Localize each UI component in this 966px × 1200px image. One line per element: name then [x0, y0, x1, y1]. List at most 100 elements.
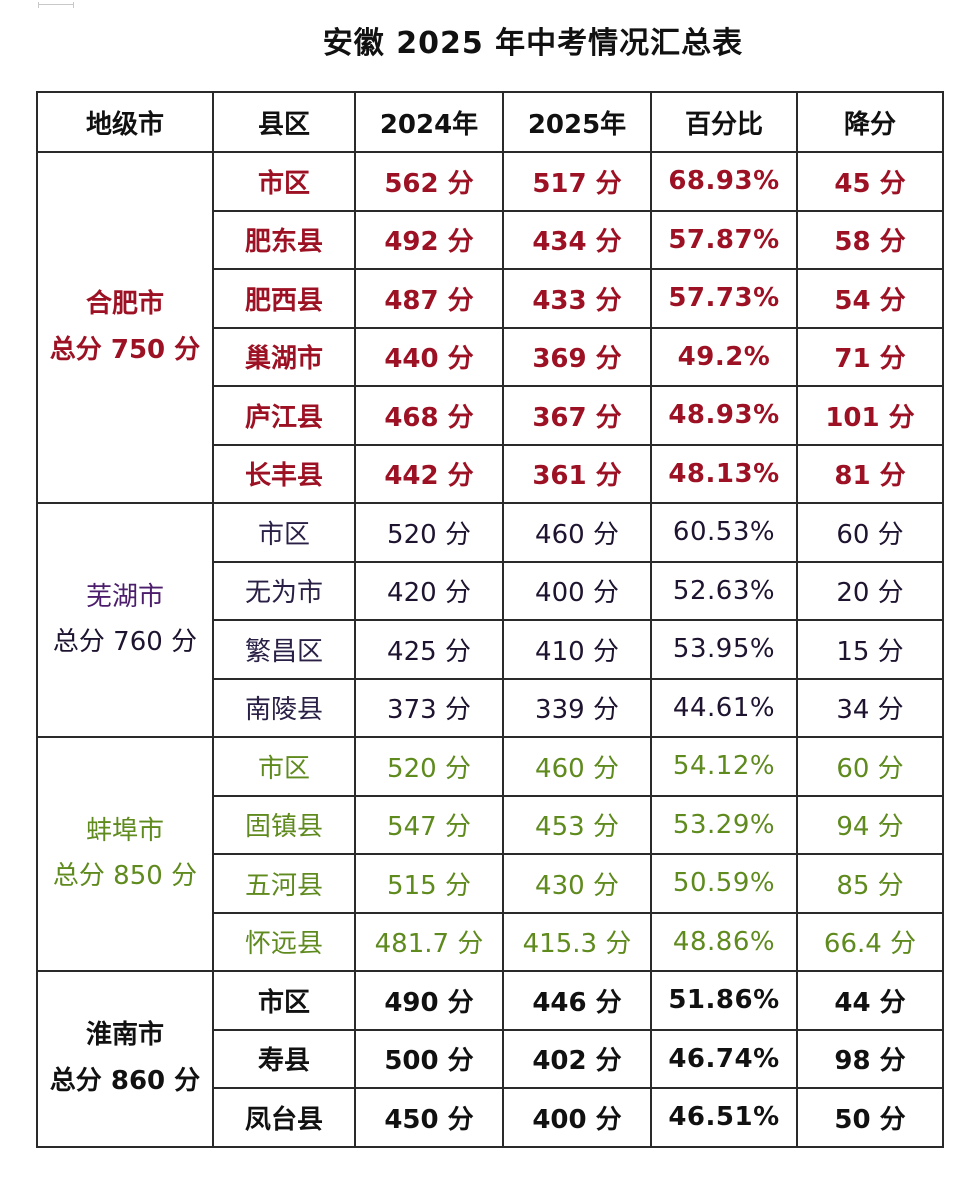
score-2025-cell: 460 分 [502, 502, 652, 563]
percent-cell: 48.13% [650, 443, 798, 504]
county-cell: 市区 [212, 970, 356, 1031]
table-row: 凤台县 450 分 400 分 46.51% 50 分 [37, 1087, 944, 1148]
county-cell: 南陵县 [212, 677, 356, 738]
percent-cell: 57.73% [650, 268, 798, 329]
score-drop-cell: 45 分 [796, 151, 944, 212]
header-city: 地级市 [36, 91, 214, 153]
table-header-row: 地级市 县区 2024年 2025年 百分比 降分 [36, 91, 944, 153]
score-drop-cell: 54 分 [796, 268, 944, 329]
header-2025: 2025年 [502, 91, 652, 153]
table-row: 南陵县 373 分 339 分 44.61% 34 分 [37, 677, 944, 738]
percent-cell: 44.61% [650, 677, 798, 738]
score-2025-cell: 339 分 [502, 677, 652, 738]
city-cell: 淮南市 总分 860 分 [36, 970, 214, 1148]
table-row: 怀远县 481.7 分 415.3 分 48.86% 66.4 分 [37, 911, 944, 972]
score-2025-cell: 446 分 [502, 970, 652, 1031]
percent-cell: 48.86% [650, 911, 798, 972]
percent-cell: 46.74% [650, 1028, 798, 1089]
percent-cell: 51.86% [650, 970, 798, 1031]
score-2024-cell: 562 分 [354, 151, 504, 212]
score-2024-cell: 515 分 [354, 853, 504, 914]
city-total-score: 总分 860 分 [49, 1065, 201, 1096]
header-2024: 2024年 [354, 91, 504, 153]
score-2024-cell: 442 分 [354, 443, 504, 504]
score-2025-cell: 430 分 [502, 853, 652, 914]
table-row: 巢湖市 440 分 369 分 49.2% 71 分 [37, 326, 944, 387]
score-drop-cell: 101 分 [796, 385, 944, 446]
score-drop-cell: 44 分 [796, 970, 944, 1031]
score-2025-cell: 369 分 [502, 326, 652, 387]
table-row: 庐江县 468 分 367 分 48.93% 101 分 [37, 385, 944, 446]
table-row: 繁昌区 425 分 410 分 53.95% 15 分 [37, 619, 944, 680]
score-2024-cell: 425 分 [354, 619, 504, 680]
county-cell: 繁昌区 [212, 619, 356, 680]
score-drop-cell: 60 分 [796, 502, 944, 563]
table-row: 蚌埠市 总分 850 分市区 520 分 460 分 54.12% 60 分 [36, 736, 944, 972]
city-name: 蚌埠市 [85, 815, 164, 846]
score-2025-cell: 410 分 [502, 619, 652, 680]
score-2025-cell: 400 分 [502, 1087, 652, 1148]
score-drop-cell: 34 分 [796, 677, 944, 738]
city-cell: 芜湖市 总分 760 分 [36, 502, 214, 738]
score-drop-cell: 15 分 [796, 619, 944, 680]
table-row: 长丰县 442 分 361 分 48.13% 81 分 [37, 443, 944, 504]
score-2025-cell: 453 分 [502, 794, 652, 855]
percent-cell: 49.2% [650, 326, 798, 387]
score-drop-cell: 85 分 [796, 853, 944, 914]
table-row: 五河县 515 分 430 分 50.59% 85 分 [37, 853, 944, 914]
score-2024-cell: 481.7 分 [354, 911, 504, 972]
header-drop: 降分 [796, 91, 944, 153]
score-2024-cell: 440 分 [354, 326, 504, 387]
score-drop-cell: 66.4 分 [796, 911, 944, 972]
table-row: 合肥市 总分 750 分市区 562 分 517 分 68.93% 45 分 [36, 151, 944, 504]
corner-crop-mark [38, 2, 74, 8]
score-2025-cell: 434 分 [502, 209, 652, 270]
score-2024-cell: 373 分 [354, 677, 504, 738]
header-percent: 百分比 [650, 91, 798, 153]
city-cell: 合肥市总分 750 分 [36, 151, 214, 504]
percent-cell: 53.29% [650, 794, 798, 855]
table-row: 寿县 500 分 402 分 46.74% 98 分 [37, 1028, 944, 1089]
table-row: 肥东县 492 分 434 分 57.87% 58 分 [37, 209, 944, 270]
percent-cell: 57.87% [650, 209, 798, 270]
table-row: 淮南市 总分 860 分市区 490 分 446 分 51.86% 44 分 [36, 970, 944, 1148]
percent-cell: 53.95% [650, 619, 798, 680]
score-2025-cell: 460 分 [502, 736, 652, 797]
score-drop-cell: 60 分 [796, 736, 944, 797]
score-drop-cell: 50 分 [796, 1087, 944, 1148]
score-2025-cell: 361 分 [502, 443, 652, 504]
county-cell: 五河县 [212, 853, 356, 914]
score-2025-cell: 367 分 [502, 385, 652, 446]
city-total-score: 总分 750 分 [49, 334, 201, 365]
score-2024-cell: 520 分 [354, 736, 504, 797]
score-2024-cell: 420 分 [354, 560, 504, 621]
score-2024-cell: 490 分 [354, 970, 504, 1031]
county-cell: 市区 [212, 502, 356, 563]
score-2025-cell: 433 分 [502, 268, 652, 329]
county-cell: 市区 [212, 736, 356, 797]
city-name: 芜湖市 [85, 581, 164, 612]
score-drop-cell: 20 分 [796, 560, 944, 621]
table-row: 肥西县 487 分 433 分 57.73% 54 分 [37, 268, 944, 329]
score-2025-cell: 415.3 分 [502, 911, 652, 972]
county-cell: 长丰县 [212, 443, 356, 504]
city-cell: 蚌埠市总分 850 分 [36, 736, 214, 972]
percent-cell: 46.51% [650, 1087, 798, 1148]
city-total-score: 总分 850 分 [52, 861, 198, 891]
header-county: 县区 [212, 91, 356, 153]
county-cell: 肥西县 [212, 268, 356, 329]
score-2024-cell: 547 分 [354, 794, 504, 855]
city-name: 合肥市 [85, 289, 164, 319]
county-cell: 固镇县 [212, 794, 356, 855]
percent-cell: 68.93% [650, 151, 798, 212]
score-2024-cell: 450 分 [354, 1087, 504, 1148]
county-cell: 庐江县 [212, 385, 356, 446]
score-2025-cell: 402 分 [502, 1028, 652, 1089]
county-cell: 市区 [212, 151, 356, 212]
table-body: 合肥市 总分 750 分市区 562 分 517 分 68.93% 45 分肥东县 492 … [36, 151, 944, 1148]
county-cell: 寿县 [212, 1028, 356, 1089]
score-2024-cell: 468 分 [354, 385, 504, 446]
percent-cell: 60.53% [650, 502, 798, 563]
score-2024-cell: 487 分 [354, 268, 504, 329]
county-cell: 无为市 [212, 560, 356, 621]
